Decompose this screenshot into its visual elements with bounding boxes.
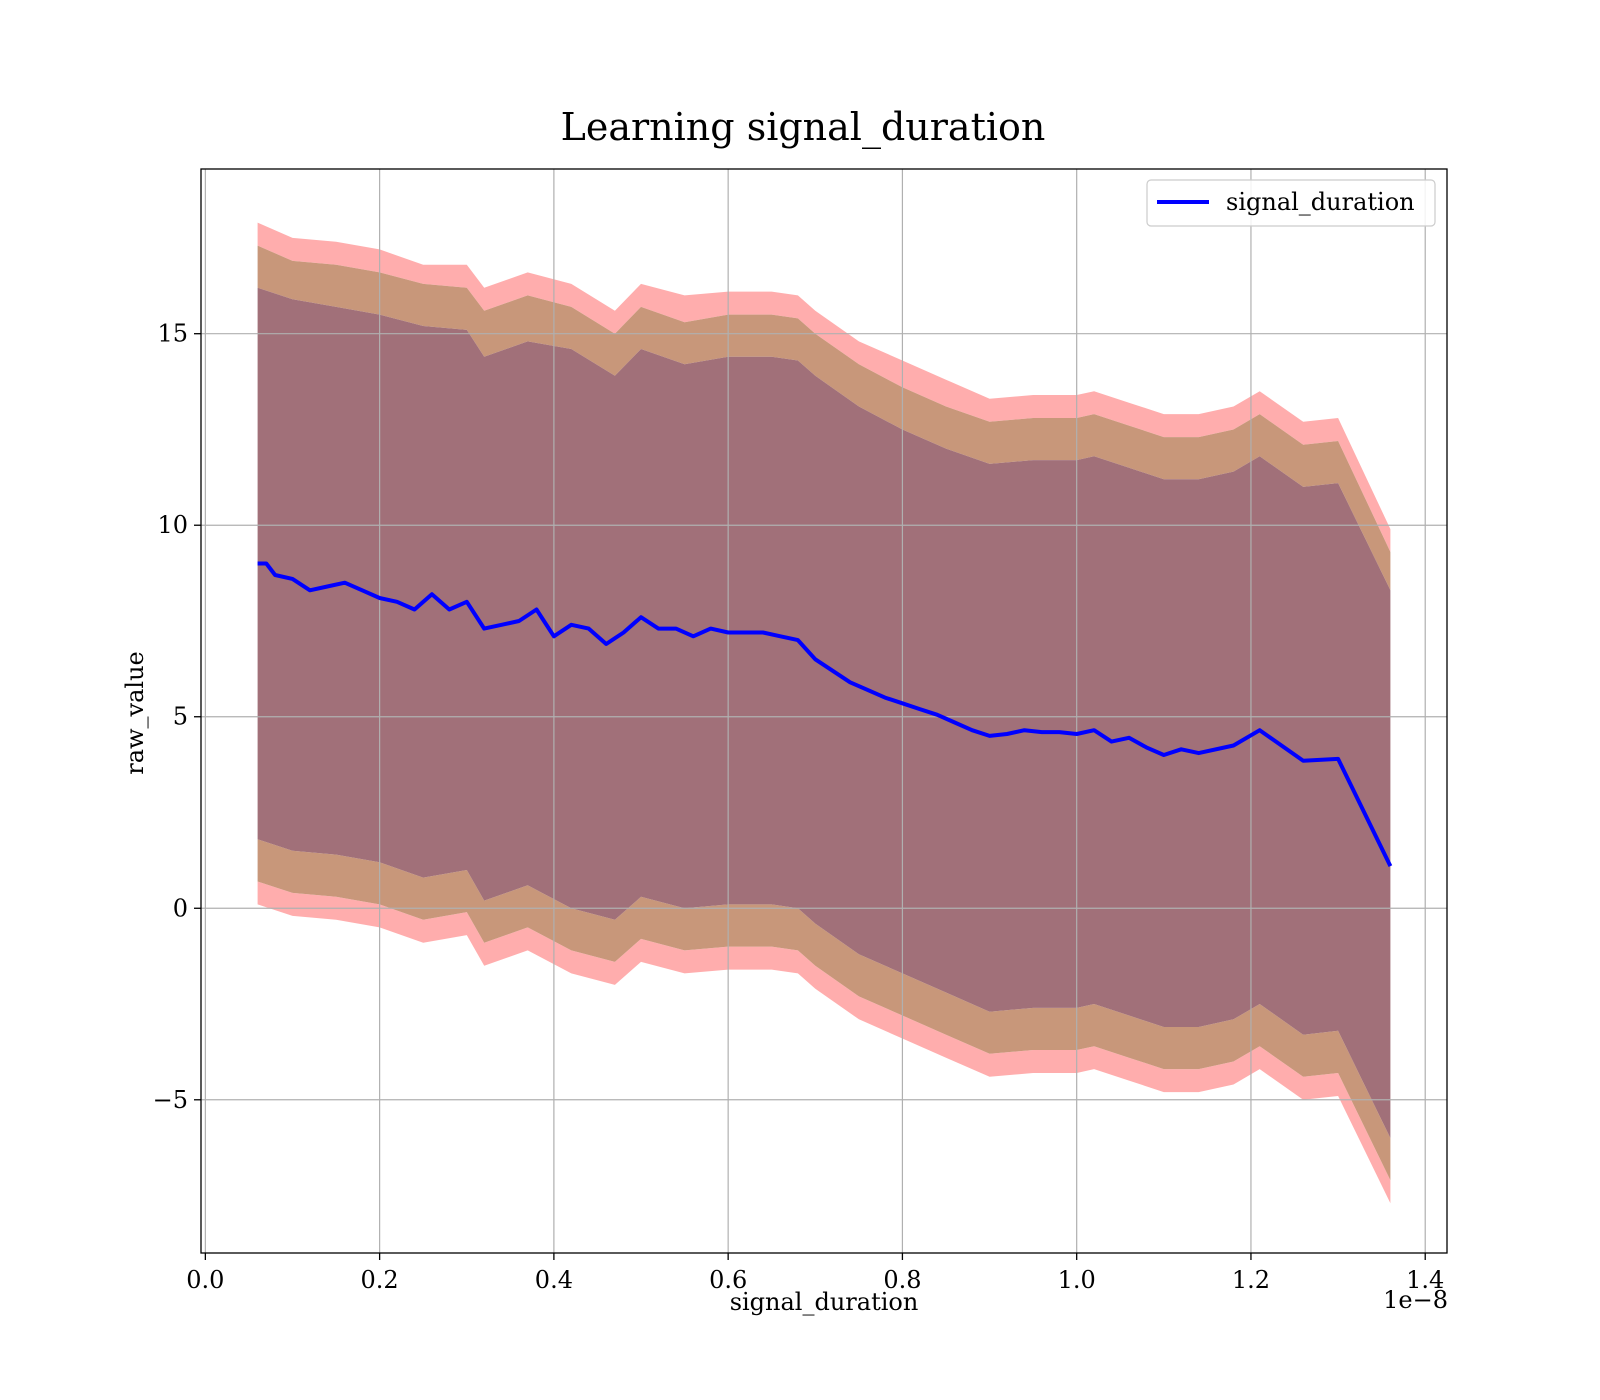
- outer-band-lower: [257, 881, 1391, 1204]
- x-axis-label: signal_duration: [730, 1288, 919, 1316]
- inner-band: [257, 287, 1391, 1139]
- x-tick-label: 0.8: [883, 1266, 921, 1294]
- x-tick-label: 0.2: [361, 1266, 399, 1294]
- y-tick-label: 0: [173, 894, 188, 922]
- x-axis-offset-label: 1e−8: [1383, 1286, 1448, 1314]
- confidence-bands: [257, 222, 1391, 1204]
- outer-band-upper: [257, 222, 1391, 552]
- mid-band-upper: [257, 245, 1391, 591]
- x-tick-label: 0.6: [709, 1266, 747, 1294]
- plot-frame: [200, 168, 1448, 1254]
- y-tick-label: 15: [157, 320, 188, 348]
- y-tick-label: −5: [153, 1086, 188, 1114]
- x-axis-ticks: 0.0 0.2 0.4 0.6 0.8 1.0 1.2 1.4: [186, 1253, 1444, 1294]
- x-tick-label: 1.0: [1058, 1266, 1096, 1294]
- y-axis-ticks: −5 0 5 10 15: [153, 320, 201, 1114]
- y-axis-label: raw_value: [121, 651, 149, 775]
- y-tick-label: 5: [173, 703, 188, 731]
- legend-box: [1146, 179, 1436, 227]
- legend-label-signal-duration: signal_duration: [1226, 188, 1415, 216]
- mid-band-lower: [257, 839, 1391, 1181]
- x-tick-label: 0.0: [186, 1266, 224, 1294]
- grid-lines: [201, 169, 1447, 1253]
- x-tick-label: 1.4: [1406, 1266, 1444, 1294]
- x-tick-label: 1.2: [1232, 1266, 1270, 1294]
- series-line-signal-duration: [257, 561, 1393, 867]
- legend: signal_duration: [1146, 179, 1436, 227]
- x-tick-label: 0.4: [535, 1266, 573, 1294]
- y-tick-label: 10: [157, 511, 188, 539]
- chart-title: Learning signal_duration: [561, 105, 1046, 150]
